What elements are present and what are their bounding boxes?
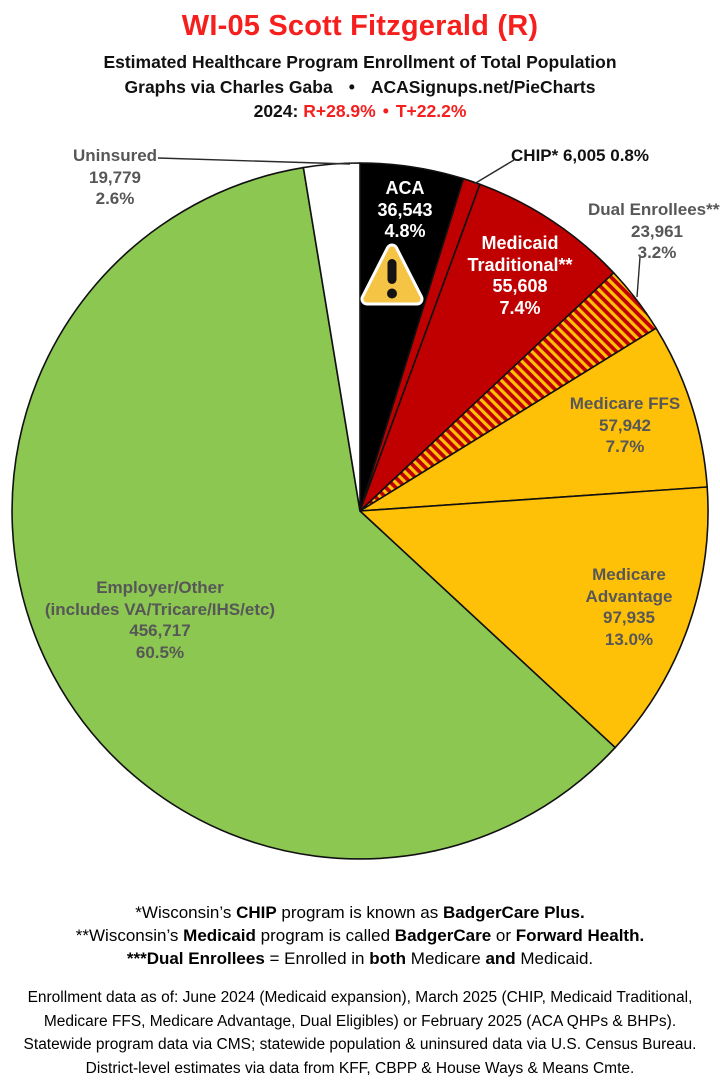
- footnote-segment: .: [639, 926, 644, 945]
- label-line: 23,961: [588, 221, 720, 243]
- source-line: Medicare FFS, Medicare Advantage, Dual E…: [0, 1010, 720, 1034]
- label-line: Uninsured: [73, 145, 157, 167]
- label-line: 60.5%: [45, 642, 275, 664]
- label-line: 13.0%: [586, 629, 673, 651]
- label-line: 7.4%: [467, 298, 572, 320]
- label-line: Traditional**: [467, 255, 572, 277]
- footnote-segment: both: [369, 949, 406, 968]
- label-line: 57,942: [570, 415, 681, 437]
- label-line: 3.2%: [588, 242, 720, 264]
- label-line: Dual Enrollees***: [588, 199, 720, 221]
- label-line: Medicare: [586, 564, 673, 586]
- footnote-segment: and: [485, 949, 515, 968]
- footnote-segment: BadgerCare: [395, 926, 491, 945]
- label-line: 36,543: [377, 200, 432, 222]
- source-line: District-level estimates via data from K…: [0, 1057, 720, 1080]
- footnote-line: ***Dual Enrollees = Enrolled in both Med…: [0, 947, 720, 970]
- label-line: 456,717: [45, 620, 275, 642]
- footnote-segment: or: [491, 926, 516, 945]
- footnote-segment: program is called: [256, 926, 395, 945]
- footnote-line: **Wisconsin’s Medicaid program is called…: [0, 924, 720, 947]
- label-line: 2.6%: [73, 188, 157, 210]
- label-line: 4.8%: [377, 221, 432, 243]
- footnote-segment: CHIP: [236, 903, 277, 922]
- footnote-segment: program is known as: [277, 903, 443, 922]
- source-line: Statewide program data via CMS; statewid…: [0, 1033, 720, 1057]
- footnote-line: *Wisconsin’s CHIP program is known as Ba…: [0, 901, 720, 924]
- footnote-segment: .: [580, 903, 585, 922]
- employer-other-label: Employer/Other(includes VA/Tricare/IHS/e…: [45, 577, 275, 663]
- label-line: 19,779: [73, 167, 157, 189]
- footnote-segment: **Wisconsin’s: [76, 926, 183, 945]
- footnote-segment: BadgerCare Plus: [443, 903, 580, 922]
- label-line: 97,935: [586, 607, 673, 629]
- footnote-segment: Medicare: [406, 949, 485, 968]
- chip-leader-line: [474, 160, 514, 184]
- source-line: Enrollment data as of: June 2024 (Medica…: [0, 986, 720, 1010]
- label-line: Advantage: [586, 586, 673, 608]
- label-line: 7.7%: [570, 436, 681, 458]
- uninsured-leader-line: [158, 158, 350, 164]
- label-line: Employer/Other: [45, 577, 275, 599]
- footnotes-block: *Wisconsin’s CHIP program is known as Ba…: [0, 901, 720, 970]
- footnote-segment: = Enrolled in: [265, 949, 369, 968]
- footnote-segment: *Wisconsin’s: [135, 903, 236, 922]
- label-line: CHIP* 6,005 0.8%: [511, 145, 649, 167]
- label-line: Medicaid: [467, 233, 572, 255]
- footnote-segment: ***Dual Enrollees: [127, 949, 265, 968]
- footnote-segment: Medicaid: [183, 926, 256, 945]
- data-sources-block: Enrollment data as of: June 2024 (Medica…: [0, 986, 720, 1080]
- footnote-segment: Medicaid.: [516, 949, 593, 968]
- label-line: 55,608: [467, 276, 572, 298]
- footnote-segment: Forward Health: [516, 926, 640, 945]
- label-line: ACA: [377, 178, 432, 200]
- label-line: (includes VA/Tricare/IHS/etc): [45, 599, 275, 621]
- label-line: Medicare FFS: [570, 393, 681, 415]
- chip-label: CHIP* 6,005 0.8%: [511, 145, 649, 167]
